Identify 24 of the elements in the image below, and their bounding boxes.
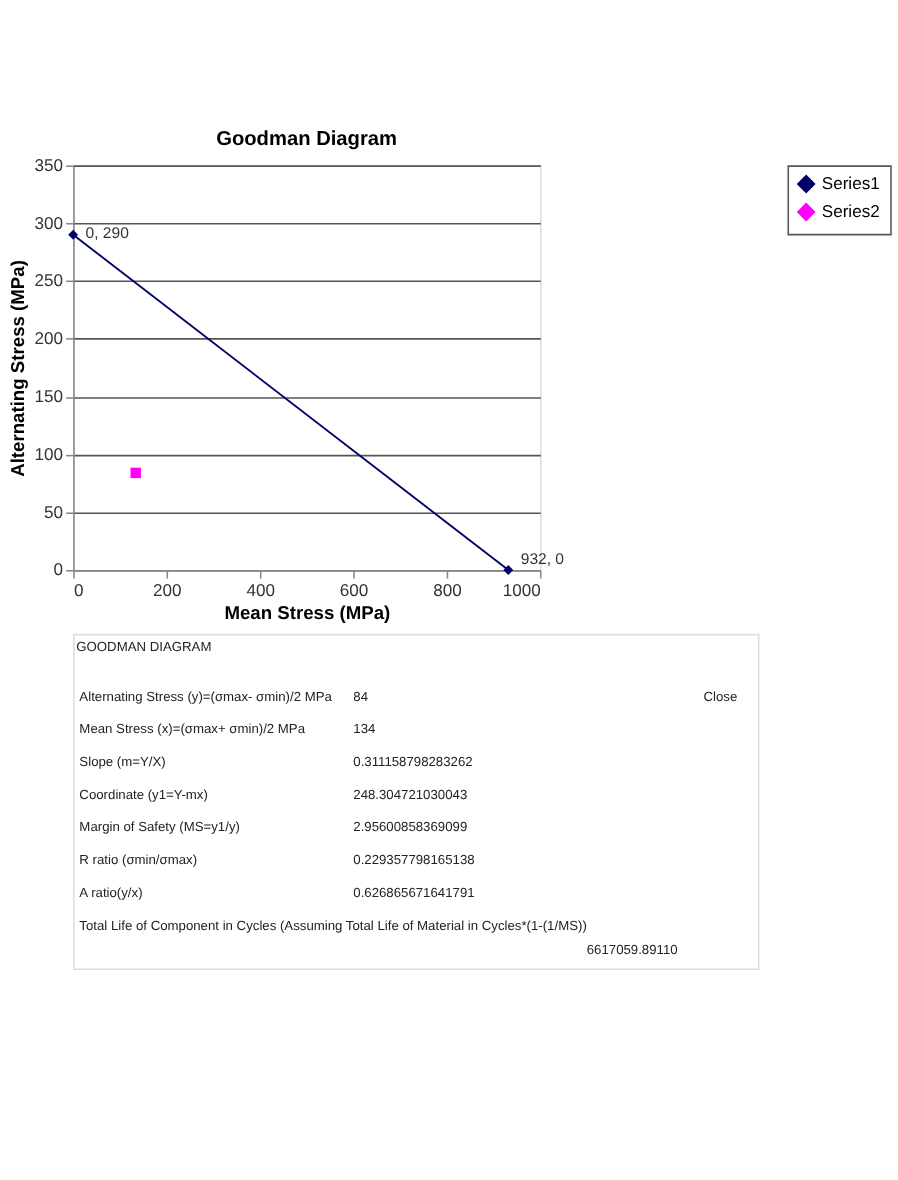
x-tick-label: 200 [153, 579, 183, 600]
annotation: 932, 0 [520, 549, 566, 568]
legend-label: Series2 [821, 200, 881, 221]
x-tick-label: 0 [73, 579, 84, 600]
legend-label: Series1 [821, 172, 881, 193]
y-tick-label: 50 [44, 501, 64, 522]
x-tick-label: 1000 [502, 579, 542, 600]
y-tick-label: 0 [53, 559, 64, 580]
y-tick-label: 300 [34, 212, 64, 233]
point [503, 565, 514, 575]
y-tick-label: 100 [34, 443, 64, 464]
point [68, 229, 79, 240]
x-tick-label: 800 [433, 579, 463, 600]
point [130, 467, 141, 479]
y-tick-label: 250 [34, 270, 64, 291]
y-tick-label: 350 [34, 154, 64, 175]
y-tick-label: 200 [34, 328, 64, 349]
x-tick-label: 600 [339, 579, 369, 600]
annotation: 0, 290 [85, 223, 131, 242]
y-tick-label: 150 [34, 386, 64, 407]
y-axis-title: Alternating Stress (MPa) [7, 260, 28, 477]
x-axis-title: Mean Stress (MPa) [224, 603, 391, 624]
x-tick-label: 400 [246, 579, 276, 600]
chart-title: Goodman Diagram [216, 129, 398, 152]
